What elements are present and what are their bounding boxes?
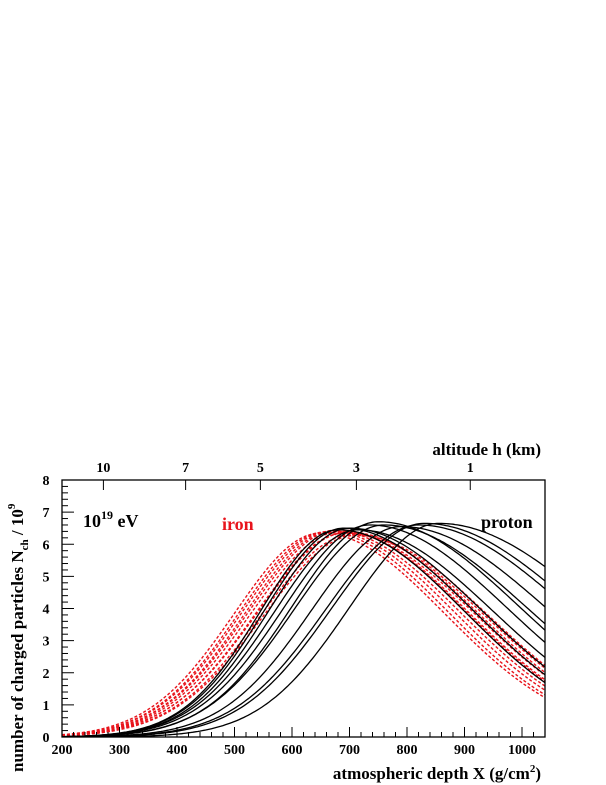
energy-label: 1019 eV [83, 508, 139, 531]
proton-curve [62, 529, 545, 737]
proton-curve [62, 524, 545, 737]
y-tick-label: 4 [43, 603, 50, 618]
x-tick-label: 300 [109, 743, 130, 758]
proton-curve [62, 527, 545, 737]
iron-curve [62, 531, 545, 736]
x-axis-ticks: 200 300 400 500 600 700 800 900 1000 [52, 727, 546, 758]
x-axis-title: atmospheric depth X (g/cm2) [333, 763, 541, 783]
x-tick-label: 800 [397, 743, 418, 758]
y-tick-label: 2 [43, 667, 50, 682]
proton-curve [62, 524, 545, 737]
iron-curve [62, 531, 545, 737]
curve-group [62, 521, 545, 737]
proton-curve [62, 529, 545, 737]
x-tick-label: 700 [339, 743, 360, 758]
y-axis-title: number of charged particles Nch / 109 [6, 503, 31, 772]
proton-label: proton [481, 512, 533, 532]
top-tick-label: 10 [96, 461, 110, 476]
x-tick-label: 900 [454, 743, 475, 758]
proton-curve [62, 524, 545, 737]
top-axis-ticks: 10 7 5 3 1 [96, 461, 474, 490]
iron-curve [62, 529, 545, 736]
y-tick-label: 5 [43, 570, 50, 585]
top-tick-label: 5 [257, 461, 264, 476]
iron-curve [62, 534, 545, 737]
x-tick-label: 500 [224, 743, 245, 758]
iron-curve [62, 532, 545, 736]
y-tick-label: 0 [43, 731, 50, 746]
iron-curve [62, 530, 545, 737]
x-tick-label: 600 [282, 743, 303, 758]
y-tick-label: 8 [43, 474, 50, 489]
y-tick-label: 6 [43, 538, 50, 553]
top-tick-label: 3 [353, 461, 360, 476]
x-tick-label: 1000 [508, 743, 536, 758]
y-tick-label: 1 [43, 699, 50, 714]
x-tick-label: 200 [52, 743, 73, 758]
top-tick-label: 7 [182, 461, 189, 476]
y-tick-label: 3 [43, 635, 50, 650]
iron-curve [62, 532, 545, 737]
top-axis-title: altitude h (km) [432, 440, 541, 459]
proton-curve [62, 527, 545, 737]
y-tick-label: 7 [43, 506, 50, 521]
iron-label: iron [222, 514, 254, 534]
top-tick-label: 1 [467, 461, 474, 476]
y-axis-ticks: 0 1 2 3 4 5 6 7 8 [43, 474, 74, 746]
x-tick-label: 400 [167, 743, 188, 758]
proton-curve [62, 525, 545, 737]
